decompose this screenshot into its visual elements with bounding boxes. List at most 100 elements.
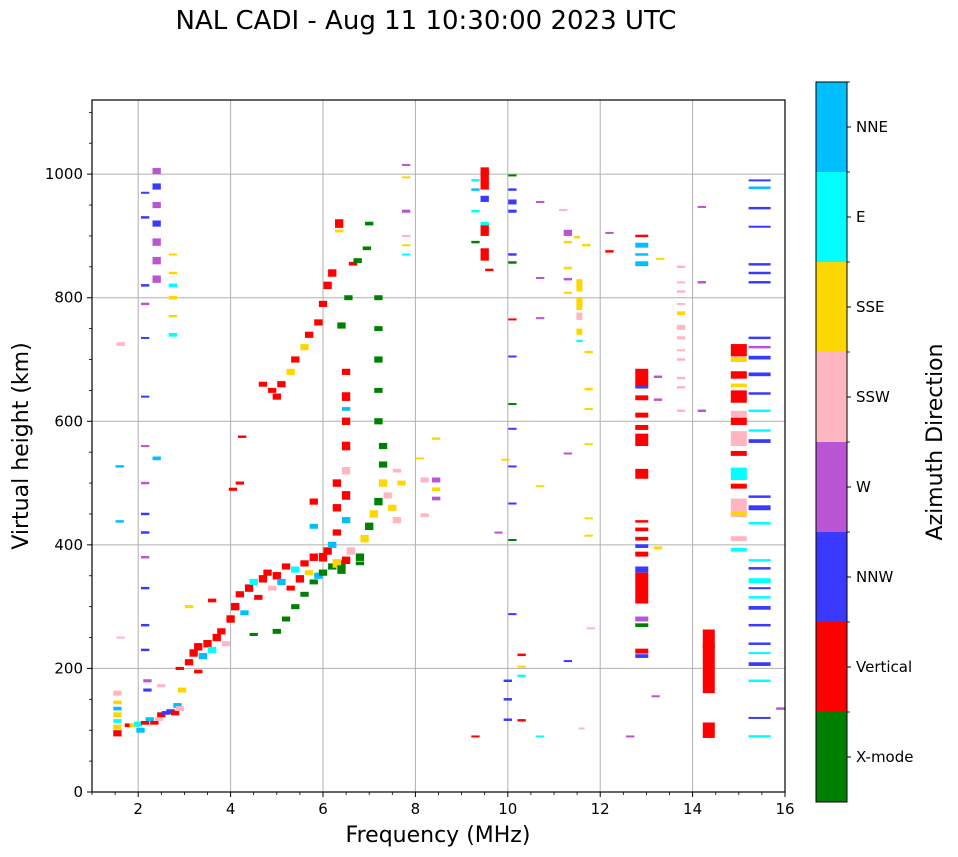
- data-point-nnw: [748, 505, 771, 511]
- data-point-vertical: [702, 643, 715, 694]
- data-point-ssw: [221, 641, 231, 647]
- data-point-e: [576, 339, 583, 343]
- data-point-e: [480, 221, 489, 226]
- data-point-nnw: [635, 566, 649, 573]
- data-point-vertical: [212, 633, 221, 642]
- data-point-w: [402, 163, 411, 166]
- data-point-w: [653, 375, 663, 379]
- data-point-nnw: [748, 606, 771, 610]
- data-point-nne: [198, 652, 208, 660]
- data-point-nnw: [508, 199, 517, 205]
- data-point-vertical: [635, 520, 649, 523]
- data-point-ssw: [420, 513, 429, 518]
- data-point-ssw: [154, 717, 164, 721]
- data-point-vertical: [304, 331, 314, 338]
- data-point-x-mode: [374, 356, 383, 363]
- data-point-w: [535, 201, 545, 204]
- data-point-ssw: [730, 431, 747, 446]
- data-point-e: [471, 179, 480, 182]
- data-point-vertical: [318, 552, 328, 562]
- data-point-nnw: [748, 225, 771, 228]
- data-point-ssw: [113, 690, 122, 696]
- data-point-ssw: [676, 265, 686, 269]
- data-point-nnw: [161, 711, 171, 715]
- data-point-ssw: [676, 358, 686, 361]
- data-point-ssw: [392, 468, 402, 473]
- data-point-vertical: [228, 487, 238, 491]
- data-point-ssw: [346, 547, 355, 555]
- data-point-nnw: [748, 716, 771, 719]
- data-point-nne: [277, 578, 286, 586]
- data-point-vertical: [635, 412, 649, 418]
- data-point-sse: [582, 243, 591, 247]
- data-point-w: [432, 477, 441, 483]
- data-point-ssw: [676, 409, 686, 413]
- data-point-ssw: [116, 636, 125, 639]
- data-point-w: [140, 481, 150, 485]
- data-point-sse: [113, 724, 122, 730]
- data-point-nne: [173, 703, 182, 708]
- data-point-w: [776, 707, 785, 710]
- data-point-x-mode: [291, 604, 300, 610]
- data-point-x-mode: [337, 565, 346, 574]
- data-point-x-mode: [374, 326, 383, 332]
- data-point-vertical: [124, 723, 134, 728]
- data-point-sse: [576, 279, 583, 292]
- data-point-nnw: [748, 355, 771, 360]
- data-point-e: [471, 209, 480, 213]
- x-tick-label: 6: [318, 800, 328, 818]
- data-point-vertical: [194, 643, 203, 651]
- data-point-ssw: [676, 349, 686, 352]
- data-point-vertical: [291, 356, 300, 363]
- data-point-vertical: [184, 659, 194, 666]
- data-point-x-mode: [471, 240, 480, 244]
- chart-title: NAL CADI - Aug 11 10:30:00 2023 UTC: [175, 6, 677, 36]
- data-point-w: [494, 531, 503, 534]
- data-point-ssw: [676, 386, 686, 389]
- data-point-vertical: [341, 556, 351, 565]
- data-point-vertical: [300, 560, 309, 567]
- data-point-ssw: [730, 536, 747, 542]
- data-point-x-mode: [374, 418, 383, 425]
- data-point-vertical: [730, 371, 747, 379]
- data-point-nne: [471, 188, 480, 191]
- data-point-vertical: [323, 547, 332, 555]
- data-point-w: [635, 616, 649, 622]
- data-point-e: [730, 547, 747, 552]
- data-point-sse: [563, 240, 573, 244]
- data-point-vertical: [318, 300, 328, 307]
- data-point-nnw: [748, 623, 771, 627]
- y-tick-label: 0: [73, 783, 83, 801]
- data-point-nne: [240, 610, 249, 616]
- data-point-nnw: [140, 336, 150, 339]
- data-point-vertical: [217, 628, 226, 635]
- y-tick-label: 1000: [45, 165, 83, 183]
- colorbar-label-x-mode: X-mode: [856, 748, 913, 766]
- y-axis-label: Virtual height (km): [9, 342, 34, 549]
- data-point-nne: [145, 717, 154, 721]
- data-point-vertical: [635, 527, 649, 532]
- data-point-sse: [113, 700, 122, 705]
- data-point-vertical: [635, 433, 649, 446]
- colorbar-label-sse: SSE: [856, 298, 885, 316]
- data-point-e: [207, 646, 217, 653]
- data-point-w: [697, 409, 706, 413]
- data-point-sse: [584, 443, 593, 446]
- data-point-nnw: [140, 191, 150, 194]
- data-point-w: [152, 238, 161, 246]
- colorbar-label-w: W: [856, 478, 871, 496]
- data-point-nnw: [152, 220, 161, 227]
- data-point-nnw: [563, 660, 573, 663]
- data-point-nnw: [508, 502, 517, 505]
- data-point-vertical: [272, 393, 281, 400]
- data-point-sse: [332, 559, 342, 568]
- data-point-vertical: [517, 653, 526, 657]
- data-point-ssw: [268, 585, 277, 591]
- data-point-vertical: [314, 319, 323, 326]
- data-point-x-mode: [249, 632, 258, 636]
- data-point-vertical: [203, 640, 212, 648]
- data-point-nnw: [748, 662, 771, 666]
- data-point-vertical: [730, 344, 747, 357]
- data-point-w: [535, 277, 545, 280]
- data-point-sse: [584, 534, 593, 537]
